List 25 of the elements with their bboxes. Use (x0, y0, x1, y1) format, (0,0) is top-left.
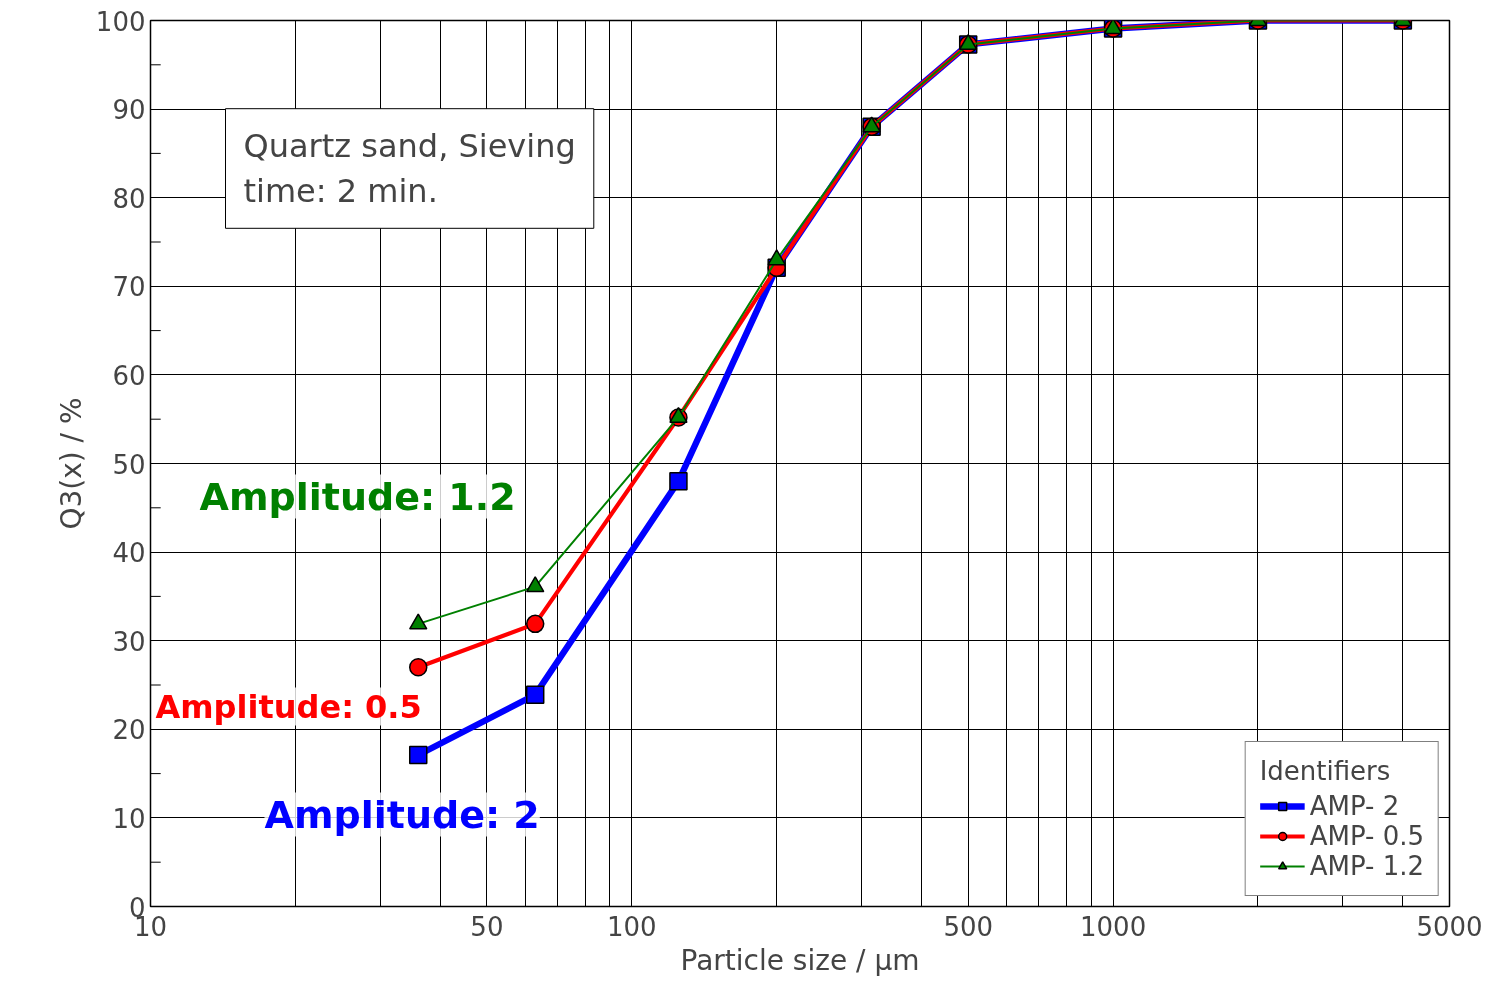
legend-label: AMP- 0.5 (1309, 821, 1424, 851)
x-axis-title: Particle size / µm (680, 943, 920, 977)
y-tick-label: 90 (112, 95, 146, 126)
y-tick-label: 20 (112, 715, 146, 746)
y-tick-label: 40 (112, 538, 146, 569)
annotation: Amplitude: 0.5 (155, 687, 422, 726)
x-tick-label: 500 (943, 911, 994, 942)
x-tick-label: 5000 (1416, 911, 1483, 942)
x-tick-label: 50 (470, 911, 504, 942)
annotation: Amplitude: 1.2 (199, 474, 516, 519)
y-tick-label: 50 (112, 449, 146, 480)
annotation: Quartz sand, Sieving time: 2 min. (243, 126, 576, 211)
y-tick-label: 80 (112, 183, 146, 214)
y-tick-label: 30 (112, 626, 146, 657)
y-tick-label: 10 (112, 803, 146, 834)
y-tick-label: 60 (112, 360, 146, 391)
legend-label: AMP- 1.2 (1309, 851, 1424, 881)
y-axis-title: Q3(x) / % (54, 397, 88, 530)
annotation: Amplitude: 2 (264, 792, 540, 837)
y-tick-label: 100 (95, 6, 146, 37)
legend-title: Identifiers (1259, 756, 1392, 786)
legend-label: AMP- 2 (1309, 791, 1400, 821)
x-tick-label: 1000 (1080, 911, 1147, 942)
x-tick-label: 100 (606, 911, 657, 942)
y-tick-label: 70 (112, 272, 146, 303)
